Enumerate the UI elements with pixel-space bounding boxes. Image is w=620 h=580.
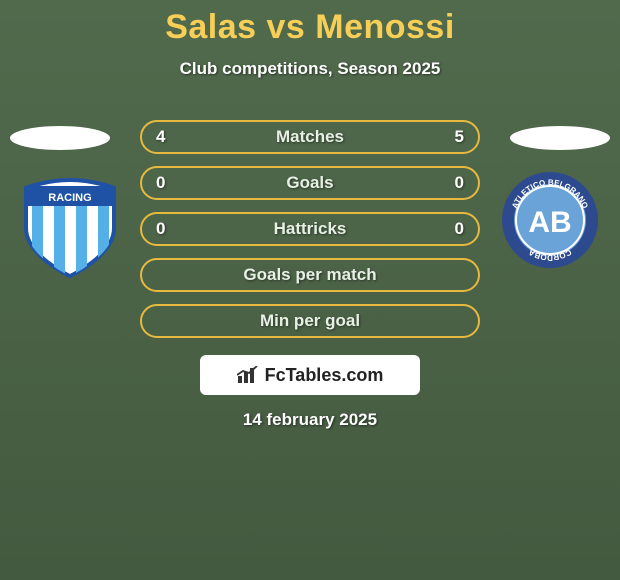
stat-value-right: 5 (455, 127, 464, 147)
player-photo-left-placeholder (10, 126, 110, 150)
stat-label: Goals (286, 173, 333, 193)
stat-row-goals: 0 Goals 0 (140, 166, 480, 200)
stat-row-matches: 4 Matches 5 (140, 120, 480, 154)
stat-value-left: 4 (156, 127, 165, 147)
footer-date: 14 february 2025 (0, 410, 620, 430)
team-badge-right: ATLETICO BELGRANO CORDOBA AB (500, 170, 600, 270)
stat-value-left: 0 (156, 219, 165, 239)
stat-row-min-per-goal: Min per goal (140, 304, 480, 338)
stat-label: Goals per match (243, 265, 376, 285)
stat-label: Min per goal (260, 311, 360, 331)
stat-value-left: 0 (156, 173, 165, 193)
stat-row-hattricks: 0 Hattricks 0 (140, 212, 480, 246)
belgrano-crest-icon: ATLETICO BELGRANO CORDOBA AB (500, 170, 600, 270)
branding-text: FcTables.com (265, 365, 384, 386)
svg-text:AB: AB (528, 206, 571, 239)
stat-label: Hattricks (274, 219, 347, 239)
stats-container: 4 Matches 5 0 Goals 0 0 Hattricks 0 Goal… (140, 120, 480, 350)
stat-value-right: 0 (455, 219, 464, 239)
racing-crest-icon: RACING (20, 178, 120, 278)
branding-badge: FcTables.com (200, 355, 420, 395)
page-title: Salas vs Menossi (0, 0, 620, 47)
stat-value-right: 0 (455, 173, 464, 193)
page-subtitle: Club competitions, Season 2025 (0, 59, 620, 79)
comparison-card: Salas vs Menossi Club competitions, Seas… (0, 0, 620, 580)
bar-chart-icon (237, 366, 259, 384)
badge-left-text: RACING (48, 192, 91, 204)
player-photo-right-placeholder (510, 126, 610, 150)
stat-row-goals-per-match: Goals per match (140, 258, 480, 292)
stat-label: Matches (276, 127, 344, 147)
team-badge-left: RACING (20, 178, 120, 278)
